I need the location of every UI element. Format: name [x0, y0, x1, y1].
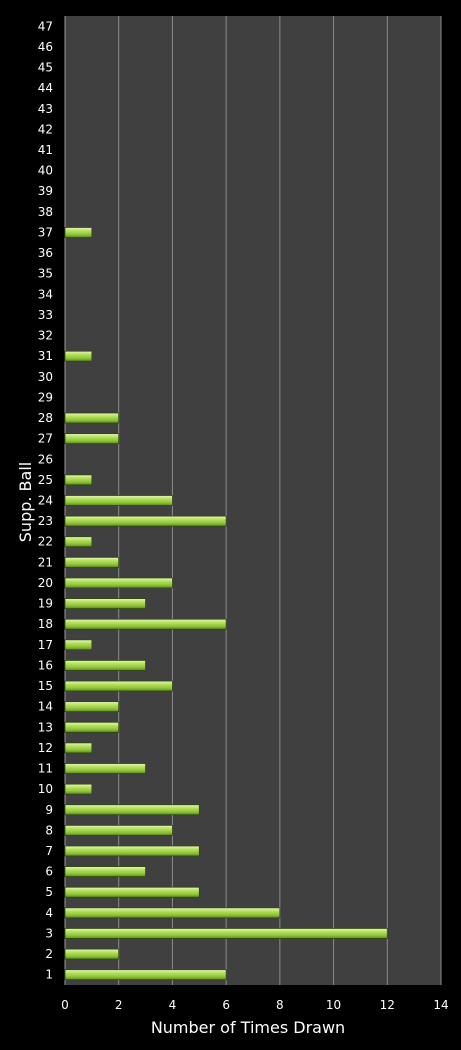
y-tick-label: 12 — [38, 741, 53, 755]
y-tick-label: 5 — [45, 885, 53, 899]
bar-7 — [64, 845, 200, 857]
y-tick-label: 40 — [38, 164, 53, 178]
y-tick-label: 4 — [45, 906, 53, 920]
bar-13 — [64, 721, 120, 733]
y-tick-label: 44 — [38, 81, 53, 95]
y-tick-label: 2 — [45, 947, 53, 961]
y-tick-label: 29 — [38, 390, 53, 404]
bar-6 — [64, 866, 146, 878]
y-tick-label: 45 — [38, 61, 53, 75]
y-tick-label: 23 — [38, 514, 53, 528]
y-axis-title: Supp. Ball — [16, 462, 35, 542]
y-tick-label: 6 — [45, 865, 53, 879]
y-tick-label: 36 — [38, 246, 53, 260]
y-tick-label: 47 — [38, 19, 53, 33]
y-tick-label: 24 — [38, 494, 53, 508]
bar-4 — [64, 907, 281, 919]
y-tick-label: 8 — [45, 823, 53, 837]
y-tick-label: 21 — [38, 555, 53, 569]
bar-22 — [64, 536, 93, 548]
bar-25 — [64, 474, 93, 486]
x-tick-label: 12 — [380, 998, 395, 1012]
x-tick-label: 4 — [169, 998, 177, 1012]
bar-5 — [64, 886, 200, 898]
bars — [64, 227, 388, 981]
bar-28 — [64, 412, 120, 424]
y-tick-label: 28 — [38, 411, 53, 425]
y-tick-labels: 1234567891011121314151617181920212223242… — [38, 19, 53, 981]
bar-27 — [64, 433, 120, 445]
x-tick-label: 2 — [115, 998, 123, 1012]
y-tick-label: 42 — [38, 122, 53, 136]
bar-14 — [64, 701, 120, 713]
bar-10 — [64, 783, 93, 795]
y-tick-label: 3 — [45, 926, 53, 940]
y-tick-label: 18 — [38, 617, 53, 631]
y-tick-label: 9 — [45, 803, 53, 817]
y-tick-label: 1 — [45, 968, 53, 982]
y-tick-label: 22 — [38, 535, 53, 549]
y-tick-label: 15 — [38, 679, 53, 693]
x-axis-title: Number of Times Drawn — [151, 1018, 345, 1037]
bar-37 — [64, 227, 93, 238]
y-tick-label: 39 — [38, 184, 53, 198]
y-tick-label: 27 — [38, 432, 53, 446]
y-tick-label: 13 — [38, 720, 53, 734]
bar-9 — [64, 804, 200, 816]
y-tick-label: 11 — [38, 762, 53, 776]
bar-3 — [64, 928, 388, 939]
y-tick-label: 41 — [38, 143, 53, 157]
y-tick-label: 34 — [38, 287, 53, 301]
x-tick-label: 10 — [326, 998, 341, 1012]
y-tick-label: 31 — [38, 349, 53, 363]
y-tick-label: 46 — [38, 40, 53, 54]
y-tick-label: 37 — [38, 225, 53, 239]
bar-8 — [64, 824, 173, 836]
y-tick-label: 16 — [38, 658, 53, 672]
y-tick-label: 10 — [38, 782, 53, 796]
bar-18 — [64, 618, 227, 630]
y-tick-label: 26 — [38, 452, 53, 466]
bar-17 — [64, 639, 93, 651]
bar-2 — [64, 948, 120, 960]
x-tick-label: 6 — [222, 998, 230, 1012]
bar-20 — [64, 577, 173, 589]
bar-1 — [64, 969, 227, 981]
y-tick-label: 38 — [38, 205, 53, 219]
y-tick-label: 17 — [38, 638, 53, 652]
y-tick-label: 25 — [38, 473, 53, 487]
y-tick-label: 7 — [45, 844, 53, 858]
bar-15 — [64, 680, 173, 692]
x-tick-label: 0 — [61, 998, 69, 1012]
bar-16 — [64, 660, 146, 671]
y-tick-label: 43 — [38, 102, 53, 116]
x-tick-label: 14 — [433, 998, 448, 1012]
bar-12 — [64, 742, 93, 754]
bar-23 — [64, 515, 227, 527]
bar-21 — [64, 556, 120, 568]
y-tick-label: 33 — [38, 308, 53, 322]
y-tick-label: 32 — [38, 329, 53, 343]
y-tick-label: 35 — [38, 267, 53, 281]
y-tick-label: 14 — [38, 700, 53, 714]
bar-31 — [64, 350, 93, 362]
y-tick-label: 30 — [38, 370, 53, 384]
x-tick-labels: 0 2 4 6 8 10 12 14 — [61, 998, 448, 1012]
bar-24 — [64, 495, 173, 506]
x-tick-label: 8 — [276, 998, 284, 1012]
y-tick-label: 20 — [38, 576, 53, 590]
bar-19 — [64, 598, 146, 609]
bar-11 — [64, 763, 146, 774]
y-tick-label: 19 — [38, 597, 53, 611]
